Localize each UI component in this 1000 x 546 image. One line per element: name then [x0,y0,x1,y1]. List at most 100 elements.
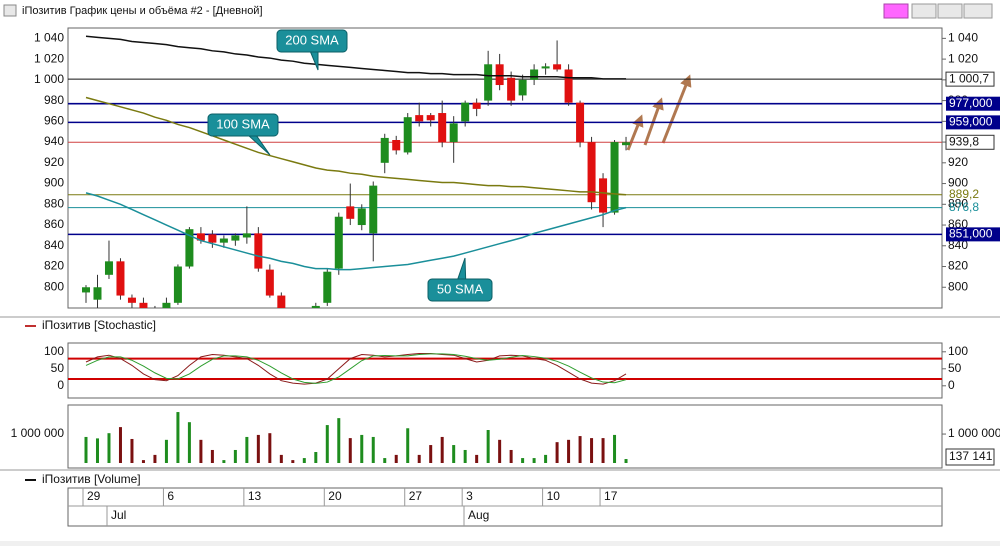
value-label: 137 141 [949,449,993,463]
candle-body [139,302,148,308]
y-tick-label: 50 [51,361,65,375]
volume-bar [394,454,398,463]
level-box [946,96,1000,111]
volume-bar [475,454,479,463]
candle-body [231,235,240,241]
volume-bar [302,458,306,463]
volume-bar [383,458,387,463]
y-tick-label: 900 [948,176,968,190]
volume-bar [164,439,168,463]
x-tick-label: 20 [328,489,342,503]
y-tick-label: 820 [948,259,968,273]
callout-label: 50 SMA [437,281,484,296]
candle-body [530,69,539,80]
volume-bar [567,439,571,463]
y-tick-label: 1 040 [34,31,64,45]
level-label: 876,8 [949,200,979,214]
volume-bar [176,412,180,463]
candle-body [219,238,228,243]
volume-bar [279,454,283,463]
x-tick-label: 29 [87,489,101,503]
y-tick-label: 920 [44,155,64,169]
pin-button[interactable] [883,3,909,19]
volume-bar [233,449,237,463]
volume-bar [210,449,214,463]
callout-box [207,113,279,137]
candle-body [369,185,378,234]
y-tick-label: 980 [44,93,64,107]
y-tick-label: 840 [948,238,968,252]
y-tick-label: 960 [44,114,64,128]
candle-body [185,229,194,267]
candle-body [415,115,424,122]
volume-bar [153,454,157,463]
volume-bar [624,459,628,463]
candle-body [127,297,136,303]
y-tick-label: 940 [44,134,64,148]
candle-body [610,142,619,213]
sma-line [85,35,627,80]
x-tick-label: 3 [466,489,473,503]
sma-line [85,192,627,271]
volume-bar [532,458,536,463]
y-tick-label: 100 [948,344,968,358]
close-button[interactable] [963,3,993,19]
volume-bar [521,458,525,463]
level-label: 959,000 [949,115,993,129]
month-label: Aug [468,508,489,522]
arrow [643,97,664,146]
volume-bar [95,438,99,463]
volume-bar [141,460,145,463]
y-tick-label: 0 [57,378,64,392]
volume-bar [486,430,490,463]
candle-body [346,206,355,219]
y-tick-label: 1 000 [34,72,64,86]
legend-label: iПозитив [Stochastic] [42,318,156,332]
candle-body [254,233,263,269]
volume-bar [463,449,467,463]
volume-bar [590,438,594,463]
callout-label: 100 SMA [216,116,270,131]
level-label: 851,000 [949,227,993,241]
window-title: iПозитив График цены и объёма #2 - [Днев… [22,5,263,17]
callout-box [427,278,493,302]
callout-label: 200 SMA [285,32,339,47]
volume-bar [325,425,329,463]
candle-body [484,64,493,101]
minimize-button[interactable] [911,3,937,19]
candle-body [403,117,412,153]
candle-body [576,102,585,143]
x-tick-label: 10 [547,489,561,503]
stochastic-pane [67,342,943,399]
candle-body [82,287,90,293]
candle-body [553,64,562,70]
candle-body [426,115,435,121]
y-tick-label: 880 [44,196,64,210]
volume-bar [256,434,260,463]
y-tick-label: 1 000 000 [948,426,1000,440]
level-label: 1 000,7 [949,71,989,85]
volume-bar [406,428,410,463]
maximize-button[interactable] [937,3,963,19]
value-box [945,448,995,466]
y-tick-label: 820 [44,259,64,273]
volume-bar [337,418,341,463]
candle-body [277,295,286,308]
x-tick-label: 6 [167,489,174,503]
candle-body [323,271,332,303]
window-icon [3,4,17,17]
volume-bar [314,452,318,463]
candle-body [196,233,205,241]
candle-body [495,64,504,86]
y-tick-label: 880 [948,196,968,210]
volume-bar [613,434,617,463]
candle-body [334,216,343,269]
y-tick-label: 1 020 [948,51,978,65]
candle-body [472,102,481,109]
candle-body [564,69,573,103]
callout-box [276,29,348,53]
candle-body [208,234,217,243]
candle-body [93,287,102,300]
volume-bar [84,436,88,463]
